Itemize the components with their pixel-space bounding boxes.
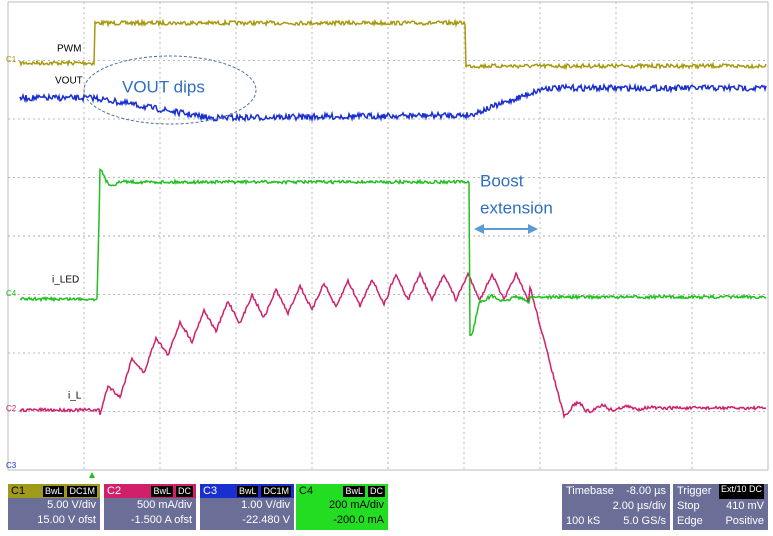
- channel-box: C1 BwL DC1M 5.00 V/div 15.00 V ofst: [8, 484, 100, 530]
- offset: -200.0 mA: [333, 514, 384, 526]
- trigger-slope: Positive: [725, 515, 764, 527]
- waveforms: [19, 18, 767, 420]
- trigger-type: Edge: [677, 515, 703, 527]
- waveform: [19, 82, 767, 123]
- waveform: [19, 167, 767, 337]
- offset: -22.480 V: [242, 514, 290, 526]
- trigger-badge: Ext/10 DC: [718, 484, 764, 499]
- waveform: [19, 270, 767, 420]
- timebase-value: -8.00 µs: [626, 485, 666, 497]
- annotation: VOUT dips: [122, 77, 205, 96]
- scope-screen: VOUT dips Boost extension PWM VOUT i_LED…: [6, 1, 769, 478]
- trigger-box: Trigger Ext/10 DC Stop 410 mV Edge Positive: [673, 484, 768, 530]
- channel-name: C4: [299, 485, 314, 497]
- scale: 500 mA/div: [136, 499, 192, 511]
- annotation: extension: [480, 198, 553, 217]
- flag: DC: [368, 485, 385, 497]
- channel-marker: C1: [6, 55, 17, 64]
- channel-box: C2 BwL DC 500 mA/div -1.500 A ofst: [104, 484, 196, 530]
- flag: BwL: [42, 485, 65, 497]
- trigger-marker: [89, 472, 95, 478]
- flag: BwL: [151, 485, 173, 497]
- trigger-title: Trigger: [677, 485, 712, 497]
- flag: DC1M: [261, 485, 291, 497]
- scale: 1.00 V/div: [241, 499, 290, 511]
- timebase-scale: 2.00 µs/div: [612, 500, 666, 512]
- timebase-box: Timebase -8.00 µs 2.00 µs/div 100 kS 5.0 G…: [562, 484, 670, 530]
- channel-name: C3: [203, 485, 218, 497]
- dip-ellipse: [83, 55, 257, 125]
- channel-name: C1: [11, 485, 26, 497]
- wave-label: i_L: [68, 391, 82, 402]
- timebase-title: Timebase: [566, 485, 614, 497]
- wave-label: PWM: [57, 44, 81, 55]
- scale: 5.00 V/div: [47, 499, 96, 511]
- flag: DC1M: [67, 485, 97, 497]
- flag: BwL: [343, 485, 365, 497]
- scale: 200 mA/div: [328, 499, 384, 511]
- channel-marker: C4: [6, 289, 17, 298]
- flag: BwL: [236, 485, 259, 497]
- trigger-mode: Stop: [677, 500, 700, 512]
- offset: -1.500 A ofst: [130, 514, 192, 526]
- channel-box: C3 BwL DC1M 1.00 V/div -22.480 V: [200, 484, 294, 530]
- trigger-level: 410 mV: [726, 500, 764, 512]
- channel-marker: C2: [6, 404, 17, 413]
- offset: 15.00 V ofst: [37, 514, 96, 526]
- double-arrow: [474, 224, 538, 234]
- channel-marker: C3: [6, 461, 17, 470]
- sample-count: 100 kS: [566, 515, 601, 527]
- waveform: [19, 18, 767, 71]
- channel-box: C4 BwL DC 200 mA/div -200.0 mA: [296, 484, 388, 530]
- wave-label: VOUT: [55, 76, 83, 87]
- flag: DC: [176, 485, 193, 497]
- graticule: [7, 1, 769, 471]
- annotation: Boost: [480, 171, 524, 190]
- channel-name: C2: [107, 485, 122, 497]
- wave-label: i_LED: [52, 275, 79, 286]
- sample-rate: 5.0 GS/s: [623, 515, 666, 527]
